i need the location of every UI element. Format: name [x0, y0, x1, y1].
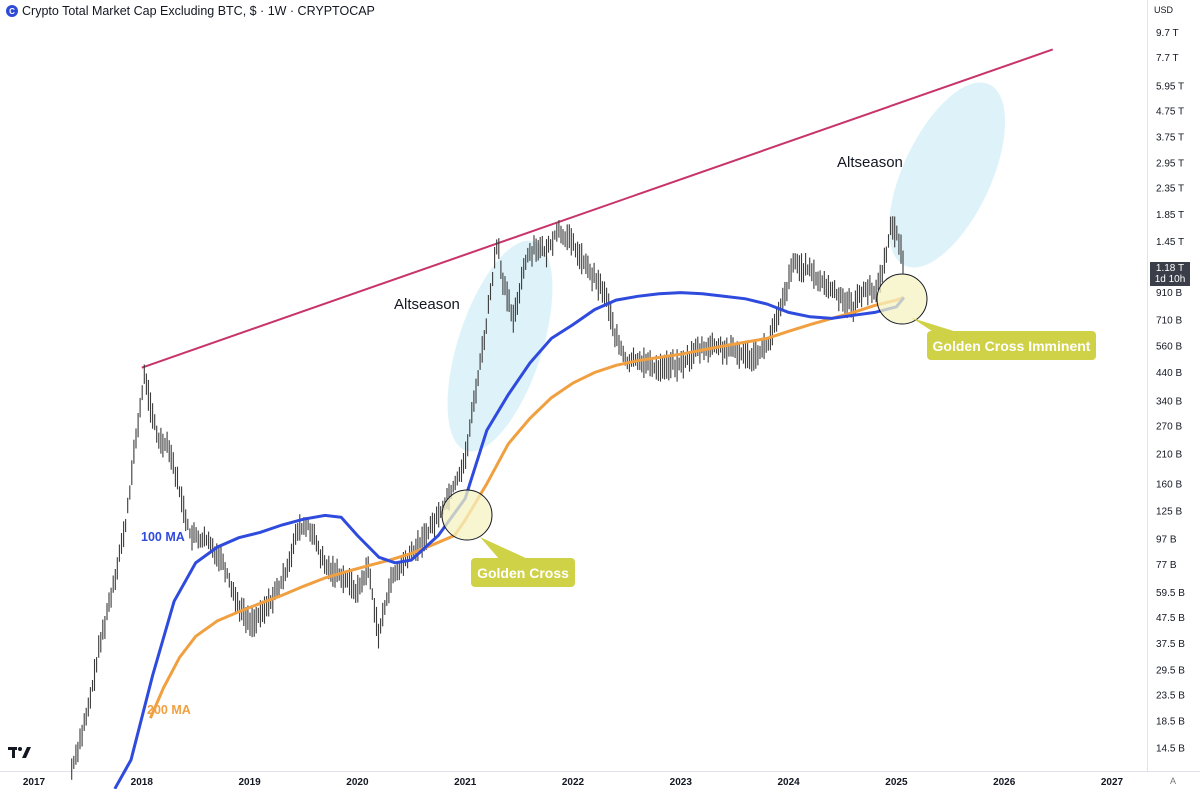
altseason-label-2021: Altseason [394, 296, 460, 313]
chart-title-bar[interactable]: C Crypto Total Market Cap Excluding BTC,… [6, 2, 375, 20]
x-tick-label: 2023 [670, 777, 693, 788]
x-tick-label: 2020 [346, 777, 369, 788]
y-tick-label: 340 B [1156, 396, 1182, 407]
y-tick-label: 23.5 B [1156, 690, 1185, 701]
y-tick-label: 210 B [1156, 449, 1182, 460]
y-tick-label: 160 B [1156, 479, 1182, 490]
y-tick-label: 440 B [1156, 368, 1182, 379]
x-tick-label: 2025 [885, 777, 908, 788]
y-tick-label: 37.5 B [1156, 639, 1185, 650]
y-tick-label: 710 B [1156, 315, 1182, 326]
ma-100-line [113, 291, 906, 789]
y-tick-label: 125 B [1156, 506, 1182, 517]
y-tick-label: 7.7 T [1156, 53, 1179, 64]
y-tick-label: 59.5 B [1156, 588, 1185, 599]
x-tick-label: 2026 [993, 777, 1016, 788]
altseason-label-future: Altseason [837, 154, 903, 171]
y-tick-label: 5.95 T [1156, 82, 1184, 93]
altseason-highlight-future [888, 82, 1006, 268]
chart-title: Crypto Total Market Cap Excluding BTC, $… [22, 4, 375, 18]
ma-200-line [149, 296, 905, 719]
y-tick-label: 14.5 B [1156, 743, 1185, 754]
x-tick-label: 2018 [131, 777, 154, 788]
y-tick-label: 270 B [1156, 422, 1182, 433]
y-tick-label: 9.7 T [1156, 28, 1179, 39]
resistance-trendline[interactable] [141, 48, 1054, 369]
x-tick-label: 2024 [777, 777, 800, 788]
x-tick-label: 2022 [562, 777, 585, 788]
y-tick-label: 1.85 T [1156, 210, 1184, 221]
golden-cross-pointer [480, 537, 530, 560]
y-tick-label: 29.5 B [1156, 665, 1185, 676]
y-tick-label: 18.5 B [1156, 717, 1185, 728]
y-tick-label: 3.75 T [1156, 132, 1184, 143]
price-series [71, 216, 904, 780]
golden-cross-imminent-pointer [912, 318, 960, 333]
time-scale-axis[interactable]: 2017 2018 2019 2020 2021 2022 2023 2024 2025 2026… [0, 771, 1200, 789]
tradingview-logo-icon[interactable] [8, 745, 32, 759]
golden-cross-marker [441, 489, 493, 541]
ma-200-label: 200 MA [147, 703, 191, 717]
y-tick-label: 47.5 B [1156, 613, 1185, 624]
last-price-value: 1.18 T [1155, 263, 1185, 274]
cryptocap-logo-icon: C [6, 5, 18, 17]
price-scale-axis[interactable]: 9.7 T 7.7 T 5.95 T 4.75 T 3.75 T 2.95 T 2.35 T… [1147, 0, 1186, 771]
y-tick-label: 77 B [1156, 560, 1177, 571]
ma-100-label: 100 MA [141, 530, 185, 544]
y-tick-label: 910 B [1156, 288, 1182, 299]
y-tick-label: 2.35 T [1156, 184, 1184, 195]
x-tick-label: 2017 [23, 777, 46, 788]
x-tick-label: 2021 [454, 777, 477, 788]
y-tick-label: 97 B [1156, 534, 1177, 545]
golden-cross-imminent-callout: Golden Cross Imminent [927, 331, 1096, 360]
golden-cross-imminent-marker [876, 273, 928, 325]
last-price-badge: 1.18 T 1d 10h [1150, 262, 1190, 286]
golden-cross-callout: Golden Cross [471, 558, 575, 587]
bar-countdown: 1d 10h [1154, 274, 1186, 285]
y-tick-label: 1.45 T [1156, 237, 1184, 248]
x-tick-label: 2027 [1101, 777, 1124, 788]
x-tick-label: 2019 [238, 777, 261, 788]
altseason-highlight-2021 [447, 240, 553, 452]
y-tick-label: 2.95 T [1156, 159, 1184, 170]
currency-label[interactable]: USD [1154, 5, 1174, 15]
auto-scale-button[interactable]: A [1170, 776, 1177, 786]
y-tick-label: 560 B [1156, 342, 1182, 353]
y-tick-label: 4.75 T [1156, 106, 1184, 117]
